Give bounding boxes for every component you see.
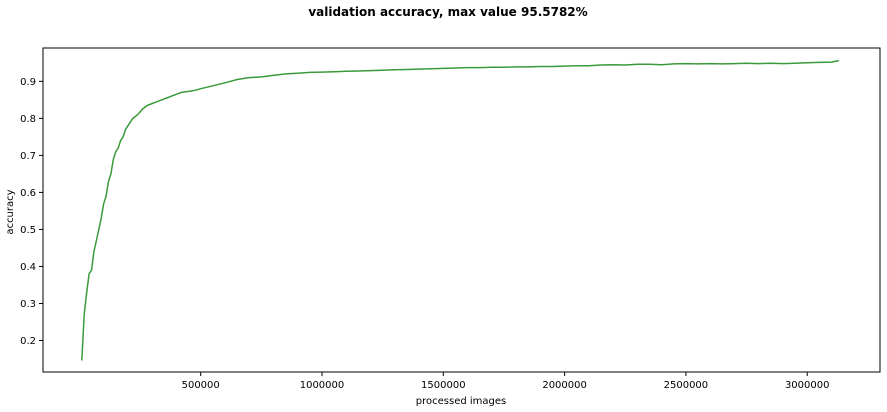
plot-area-frame bbox=[42, 47, 881, 373]
accuracy-series-line bbox=[81, 59, 839, 361]
y-tick-label: 0.3 bbox=[20, 299, 36, 310]
chart-title: validation accuracy, max value 95.5782% bbox=[308, 5, 587, 19]
y-tick-label: 0.4 bbox=[20, 262, 36, 273]
x-tick-label: 2000000 bbox=[542, 380, 587, 391]
y-tick-label: 0.6 bbox=[20, 188, 36, 199]
y-tick-label: 0.7 bbox=[20, 151, 36, 162]
x-tick-label: 2500000 bbox=[664, 380, 709, 391]
x-axis-label: processed images bbox=[416, 396, 506, 407]
x-axis: 500000 1000000 1500000 2000000 2500000 300000… bbox=[182, 372, 830, 391]
x-tick-label: 3000000 bbox=[785, 380, 830, 391]
y-axis: 0.2 0.3 0.4 0.5 0.6 0.7 0.8 0.9 bbox=[20, 77, 43, 347]
y-tick-label: 0.8 bbox=[20, 114, 36, 125]
y-tick-label: 0.5 bbox=[20, 225, 36, 236]
x-tick-label: 1500000 bbox=[421, 380, 466, 391]
y-tick-label: 0.9 bbox=[20, 77, 36, 88]
x-tick-label: 1000000 bbox=[300, 380, 345, 391]
y-axis-label: accuracy bbox=[5, 189, 16, 234]
x-tick-label: 500000 bbox=[182, 380, 220, 391]
y-tick-label: 0.2 bbox=[20, 336, 36, 347]
